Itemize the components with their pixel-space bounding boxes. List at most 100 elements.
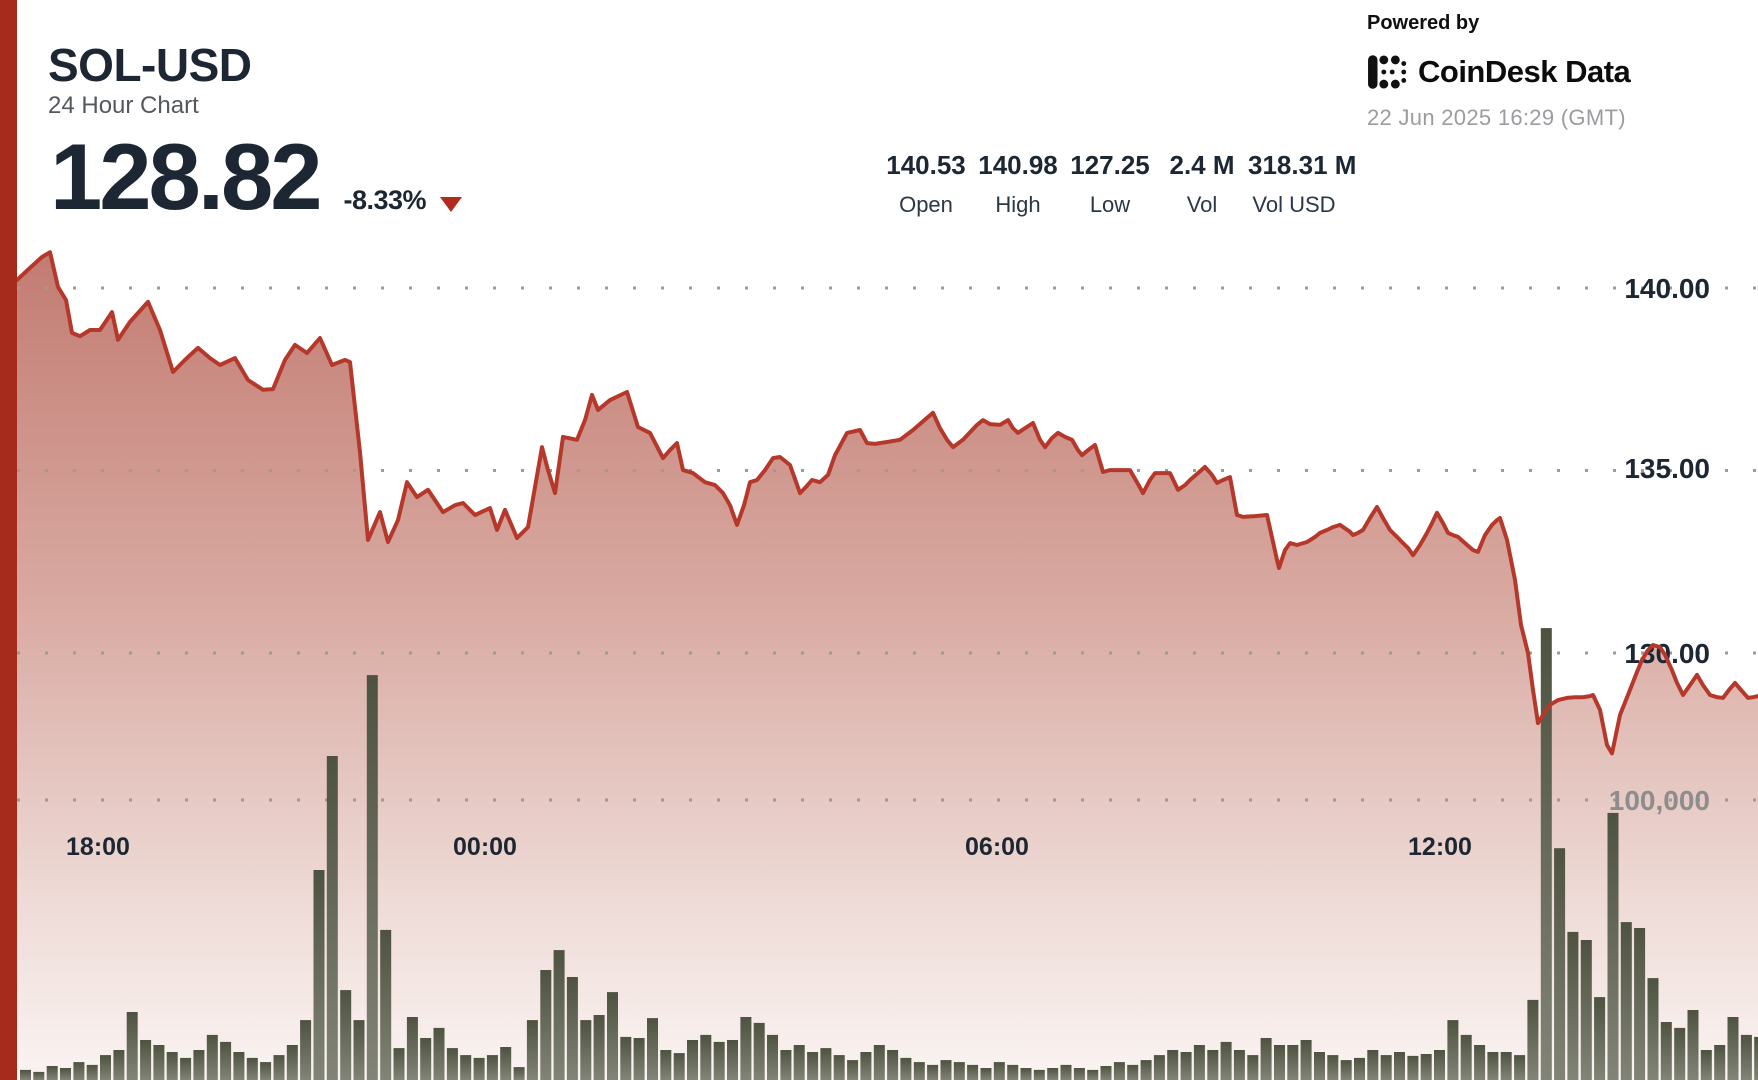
- volume-bar: [767, 1034, 778, 1080]
- volume-bar: [153, 1045, 165, 1080]
- volume-bar: [1260, 1038, 1272, 1080]
- volume-bar: [1274, 1045, 1285, 1080]
- volume-bar: [553, 950, 565, 1080]
- volume-bar: [953, 1062, 965, 1080]
- stat-open-value: 140.53: [886, 150, 966, 180]
- volume-bar: [967, 1064, 979, 1080]
- ohlc-volume-stats: 140.53 Open 140.98 High 127.25 Low 2.4 M…: [880, 150, 1357, 218]
- price-line-path: [15, 250, 1758, 756]
- volume-bar: [1567, 931, 1579, 1080]
- volume-bar: [1514, 1055, 1526, 1080]
- volume-bar: [1340, 1060, 1352, 1080]
- volume-bar: [1594, 997, 1606, 1080]
- stat-high-label: High: [995, 192, 1041, 217]
- left-accent-bar: [0, 0, 17, 1080]
- volume-bar: [1153, 1055, 1165, 1080]
- volume-bar: [1193, 1045, 1205, 1080]
- y-tick-140: 140.00: [1624, 273, 1710, 304]
- volume-bar: [1540, 628, 1552, 1080]
- volume-bar: [593, 1015, 605, 1080]
- volume-bar: [460, 1055, 472, 1080]
- y-tick-volume-100000: 100,000: [1609, 785, 1710, 816]
- volume-bar: [793, 1045, 805, 1080]
- volume-bar: [847, 1060, 859, 1080]
- volume-bar: [1127, 1064, 1139, 1080]
- volume-bar: [513, 1067, 525, 1080]
- stat-volume-label: Vol: [1186, 192, 1218, 217]
- volume-bar: [673, 1053, 685, 1080]
- volume-bar: [1180, 1052, 1192, 1080]
- volume-bar: [1354, 1057, 1365, 1080]
- volume-bar: [393, 1048, 405, 1080]
- volume-bar: [1487, 1052, 1499, 1080]
- volume-bar: [700, 1034, 712, 1080]
- powered-by-block: Powered by CoinDesk Data 22 Jun 2025 16:…: [1367, 12, 1631, 131]
- stat-low-label: Low: [1089, 192, 1131, 217]
- volume-bar: [753, 1022, 765, 1080]
- volume-bar: [860, 1052, 872, 1080]
- volume-bar: [433, 1027, 445, 1080]
- volume-bar: [1140, 1060, 1152, 1080]
- price-line: [15, 250, 1758, 756]
- volume-bar: [20, 1069, 31, 1080]
- volume-bar: [727, 1040, 738, 1080]
- volume-bar: [380, 929, 392, 1080]
- volume-bar: [113, 1050, 125, 1080]
- coindesk-data-logo[interactable]: CoinDesk Data: [1367, 51, 1631, 93]
- axis-labels: 140.00 135.00 130.00 100,000 18:00 00:00…: [66, 273, 1710, 861]
- volume-bar: [900, 1057, 912, 1080]
- volume-bar: [660, 1050, 672, 1080]
- volume-bar: [1087, 1069, 1099, 1080]
- stat-high: 140.98 High: [972, 150, 1064, 218]
- volume-bar: [1113, 1062, 1125, 1080]
- stat-volume-usd-value: 318.31 M: [1248, 150, 1357, 180]
- volume-bar: [1407, 1055, 1419, 1080]
- volume-bar: [580, 1020, 592, 1080]
- volume-bar: [1314, 1052, 1325, 1080]
- chart-subtitle: 24 Hour Chart: [48, 92, 199, 119]
- volume-bar: [713, 1041, 725, 1080]
- volume-bar: [1647, 978, 1659, 1080]
- volume-bar: [33, 1071, 45, 1080]
- volume-bar: [780, 1050, 792, 1080]
- volume-bar: [193, 1050, 205, 1080]
- volume-bar: [607, 992, 618, 1080]
- volume-bar: [887, 1050, 899, 1080]
- x-tick-00-00: 00:00: [453, 833, 517, 861]
- volume-bar: [300, 1020, 312, 1080]
- volume-bar: [473, 1057, 485, 1080]
- x-tick-06-00: 06:00: [965, 833, 1029, 861]
- volume-bar: [1287, 1045, 1299, 1080]
- volume-bar: [1300, 1040, 1312, 1080]
- volume-bar: [126, 1012, 138, 1080]
- stat-volume: 2.4 M Vol: [1156, 150, 1248, 218]
- volume-bar: [540, 970, 552, 1080]
- volume-bar: [740, 1017, 752, 1080]
- volume-bar: [100, 1055, 111, 1080]
- volume-bar: [633, 1038, 645, 1080]
- volume-bar: [246, 1057, 258, 1080]
- volume-bar: [687, 1040, 698, 1080]
- stat-open-label: Open: [899, 192, 953, 217]
- volume-bar: [1474, 1045, 1486, 1080]
- volume-bar: [60, 1068, 71, 1080]
- volume-bar: [420, 1038, 432, 1080]
- volume-bar: [1700, 1050, 1712, 1080]
- volume-bar: [980, 1068, 992, 1080]
- stat-volume-usd: 318.31 M Vol USD: [1248, 150, 1357, 218]
- volume-bar: [1327, 1055, 1339, 1080]
- coindesk-logo-icon: [1368, 55, 1407, 89]
- volume-bar: [1634, 928, 1646, 1080]
- volume-bar: [873, 1045, 885, 1080]
- volume-bar: [406, 1017, 418, 1080]
- volume-bar: [1460, 1034, 1472, 1080]
- price-row: 128.82 -8.33%: [50, 129, 463, 224]
- gridlines: [17, 286, 1758, 802]
- volume-bar: [1660, 1022, 1672, 1080]
- volume-bar: [807, 1052, 819, 1080]
- volume-bar: [446, 1048, 458, 1080]
- volume-bar: [353, 1020, 365, 1080]
- price-area-fill: [17, 252, 1758, 1080]
